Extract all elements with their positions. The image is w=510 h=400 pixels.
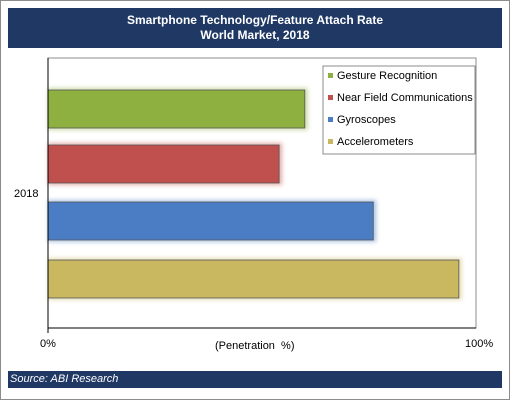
legend-label: Gyroscopes: [337, 114, 396, 126]
chart-subtitle: World Market, 2018: [200, 28, 310, 42]
legend-box: [322, 65, 476, 155]
bars-group: [47, 88, 462, 300]
legend: Gesture Recognition Near Field Communicat…: [322, 65, 476, 155]
x-axis-label: (Penetration %): [215, 340, 294, 352]
bar-gesture-recognition: [47, 89, 306, 129]
bar-near-field-communications: [47, 144, 280, 184]
category-label: 2018: [14, 188, 38, 200]
legend-label: Accelerometers: [337, 136, 414, 148]
x-tick-label: 0%: [40, 338, 56, 350]
legend-swatch: [328, 117, 333, 122]
x-tick-label: 100%: [465, 338, 493, 350]
legend-swatch: [328, 73, 333, 78]
legend-label: Near Field Communications: [337, 92, 473, 104]
source-footer: Source: ABI Research: [8, 371, 502, 388]
chart-title: Smartphone Technology/Feature Attach Rat…: [126, 13, 384, 27]
chart-header: Smartphone Technology/Feature Attach Rat…: [8, 8, 502, 48]
bar-accelerometers: [47, 259, 460, 299]
bar-gyroscopes: [47, 201, 374, 241]
legend-swatch: [328, 95, 333, 100]
legend-swatch: [328, 139, 333, 144]
legend-label: Gesture Recognition: [337, 70, 437, 82]
